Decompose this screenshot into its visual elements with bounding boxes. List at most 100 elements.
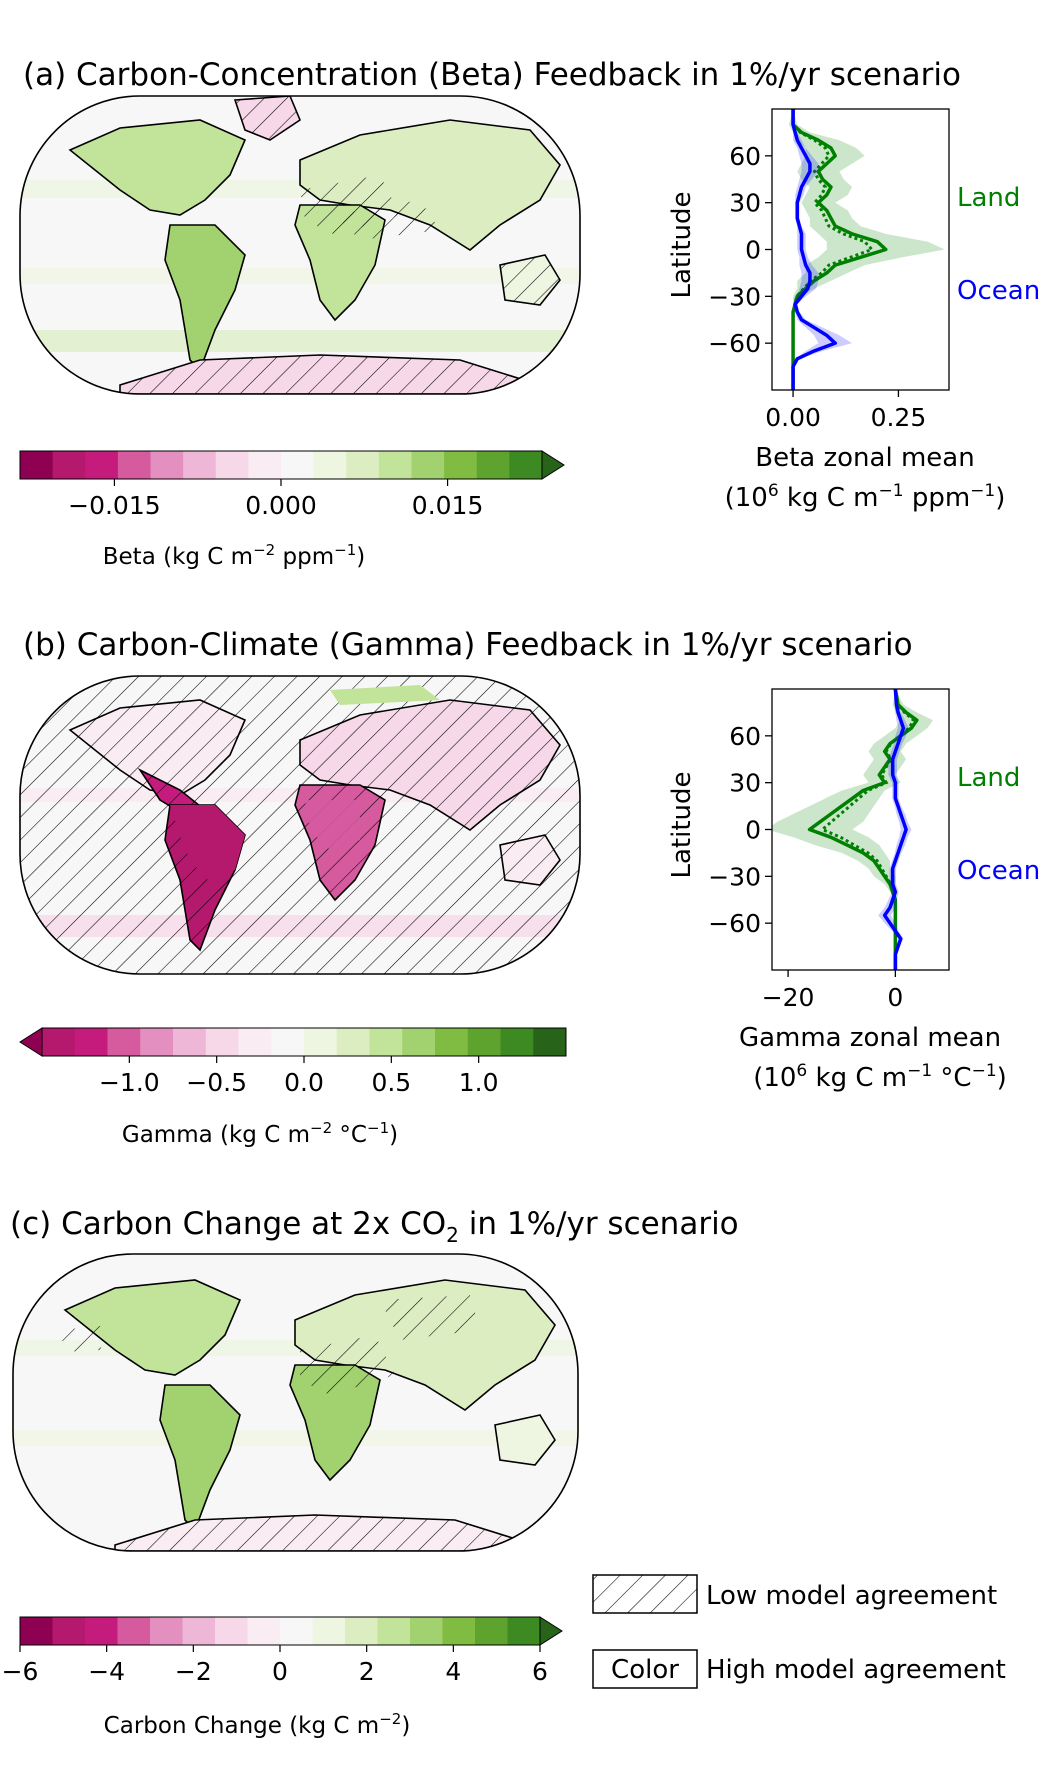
map-a <box>20 96 580 394</box>
zonal-ytick-label: −60 <box>708 329 761 358</box>
map-c <box>13 1254 578 1551</box>
zonal-a-xlabel: Beta zonal mean <box>755 443 974 473</box>
colorbar-bin <box>500 1028 534 1056</box>
colorbar-bin <box>20 451 54 479</box>
colorbar-bin <box>248 451 282 479</box>
colorbar-tick-label: −0.015 <box>68 491 161 520</box>
map-a-border <box>19 95 581 395</box>
colorbar-a-label: Beta (kg C m−2 ppm−1) <box>103 541 366 570</box>
colorbar-tick-label: 0.000 <box>245 491 317 520</box>
zonal-ytick-label: 30 <box>729 189 761 218</box>
colorbar-bin <box>369 1028 403 1056</box>
colorbar-bin <box>20 1617 53 1645</box>
colorbar-bin <box>183 451 217 479</box>
colorbar-bin <box>336 1028 370 1056</box>
zonal-ytick-label: −30 <box>708 862 761 891</box>
zonal-b: 60 30 0 −30 −60 −20 0 Latitude Land Ocean Gamm… <box>667 688 1040 1093</box>
colorbar-bin <box>247 1617 281 1645</box>
colorbar-bin <box>435 1028 469 1056</box>
colorbar-bin <box>312 1617 346 1645</box>
zonal-line-land-dotted <box>791 109 875 390</box>
colorbar-bin <box>117 451 151 479</box>
zonal-ytick-label: −60 <box>708 909 761 938</box>
colorbar-tick-label: 0.015 <box>412 491 484 520</box>
colorbar-tick-label: −1.0 <box>99 1068 160 1097</box>
zonal-ytick-label: 60 <box>729 142 761 171</box>
zonal-b-ocean-label: Ocean <box>957 856 1040 886</box>
colorbar-bin <box>281 451 315 479</box>
colorbar-bin <box>476 451 510 479</box>
colorbar-tick-label: −4 <box>88 1657 125 1686</box>
colorbar-bin <box>442 1617 476 1645</box>
colorbar-bin <box>533 1028 567 1056</box>
zonal-ytick-label: 60 <box>729 722 761 751</box>
zonal-b-xlabel: Gamma zonal mean <box>739 1023 1001 1053</box>
colorbar-bin <box>74 1028 108 1056</box>
colorbar-tick-label: −0.5 <box>186 1068 247 1097</box>
zonal-xtick-label: 0.25 <box>871 403 927 432</box>
zonal-line-land-dotted <box>819 689 916 970</box>
legend-color-swatch <box>592 1649 698 1689</box>
colorbar-bin <box>313 451 347 479</box>
zonal-ytick-label: 0 <box>745 816 761 845</box>
colorbar-tick-label: 1.0 <box>459 1068 499 1097</box>
colorbar-tick-label: 6 <box>532 1657 548 1686</box>
zonal-spread-ocean <box>793 109 853 390</box>
colorbar-bin <box>411 451 445 479</box>
colorbar-bin <box>52 1617 86 1645</box>
colorbar-bin <box>52 451 86 479</box>
zonal-xtick-label: 0.00 <box>765 403 821 432</box>
colorbar-bin <box>280 1617 313 1645</box>
title-c: (c) Carbon Change at 2x CO2 in 1%/yr sce… <box>10 1206 739 1247</box>
colorbar-bin <box>107 1028 141 1056</box>
colorbar-bin <box>173 1028 207 1056</box>
colorbar-tick-label: −2 <box>175 1657 212 1686</box>
legend: Low model agreement Color High model agr… <box>592 1574 1006 1689</box>
colorbar-bin <box>467 1028 501 1056</box>
title-a: (a) Carbon-Concentration (Beta) Feedback… <box>23 57 961 93</box>
colorbar-bin <box>182 1617 216 1645</box>
colorbar-bin <box>271 1028 305 1056</box>
zonal-a-ylabel: Latitude <box>667 191 697 298</box>
colorbar-bin <box>117 1617 151 1645</box>
zonal-ytick-label: 30 <box>729 769 761 798</box>
zonal-b-land-label: Land <box>957 763 1020 793</box>
colorbar-bin <box>85 451 119 479</box>
map-c-border <box>12 1253 579 1552</box>
colorbar-a: −0.015 0.000 0.015 Beta (kg C m−2 ppm−1) <box>19 450 565 570</box>
colorbar-b-label: Gamma (kg C m−2 °C−1) <box>122 1119 398 1148</box>
colorbar-bin <box>304 1028 338 1056</box>
colorbar-tick-label: 0.5 <box>371 1068 411 1097</box>
colorbar-bin <box>410 1617 443 1645</box>
colorbar-tick-label: 0.0 <box>284 1068 324 1097</box>
colorbar-b: −1.0 −0.5 0.0 0.5 1.0 Gamma (kg C m−2 °C−1) <box>19 1027 567 1148</box>
map-b-border <box>19 675 581 975</box>
legend-color-label: High model agreement <box>706 1655 1006 1685</box>
colorbar-c-label: Carbon Change (kg C m−2) <box>104 1710 411 1739</box>
zonal-line-ocean <box>882 689 908 970</box>
colorbar-extend-arrow <box>19 1027 43 1057</box>
colorbar-bin <box>215 1617 248 1645</box>
colorbar-bin <box>402 1028 436 1056</box>
zonal-xtick-label: −20 <box>762 983 815 1012</box>
colorbar-tick-label: −6 <box>2 1657 39 1686</box>
colorbar-bin <box>345 1617 378 1645</box>
legend-hatch-swatch <box>592 1574 698 1614</box>
colorbar-bin <box>378 451 412 479</box>
colorbar-bin <box>42 1028 76 1056</box>
zonal-spread-land <box>788 109 945 390</box>
colorbar-bin <box>140 1028 174 1056</box>
zonal-xtick-label: 0 <box>887 983 903 1012</box>
colorbar-tick-label: 4 <box>445 1657 461 1686</box>
zonal-a-land-label: Land <box>957 183 1020 213</box>
colorbar-bin <box>150 1617 183 1645</box>
zonal-line-ocean <box>791 109 837 390</box>
colorbar-bin <box>507 1617 541 1645</box>
colorbar-bin <box>238 1028 272 1056</box>
colorbar-bin <box>509 451 543 479</box>
colorbar-bin <box>85 1617 118 1645</box>
colorbar-bin <box>444 451 478 479</box>
colorbar-bin <box>150 451 184 479</box>
colorbar-c: −6 −4 −2 0 2 4 6 Carbon Change (kg C m−2) <box>2 1616 563 1739</box>
